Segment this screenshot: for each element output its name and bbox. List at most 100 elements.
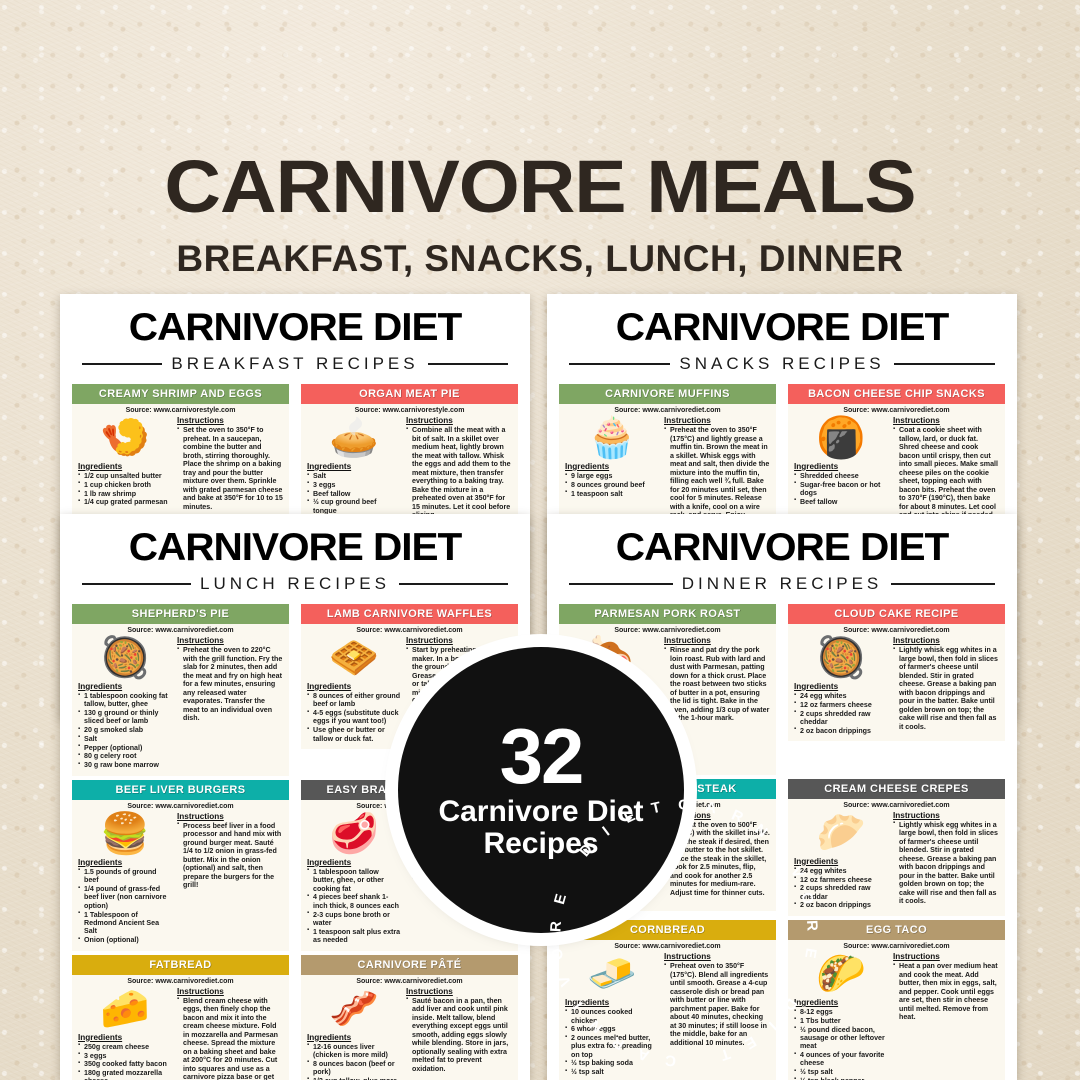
instructions-column: InstructionsCombine all the meat with a … — [406, 415, 512, 541]
recipe-card[interactable]: BACON CHEESE CHIP SNACKS Source: www.carn… — [788, 384, 1005, 534]
ingredients-label: Ingredients — [78, 857, 123, 867]
recipe-card[interactable]: FATBREAD Source: www.carnivorediet.com 🧀 In… — [72, 954, 289, 1080]
recipe-source: Source: www.carnivorediet.com — [843, 943, 950, 951]
recipe-columns: 🥘 Ingredients1 tablespoon cooking fat tal… — [78, 635, 283, 770]
ingredients-label: Ingredients — [307, 857, 352, 867]
badge-line-1: Carnivore Diet — [438, 795, 644, 829]
recipe-columns: 🍤 Ingredients1/2 cup unsalted butter1 cup… — [78, 415, 283, 511]
ingredients-label: Ingredients — [565, 462, 610, 471]
divider-left — [569, 363, 671, 365]
ingredients-list: 1/2 cup unsalted butter1 cup chicken bro… — [78, 471, 172, 507]
ingredient-item: ½ tsp baking soda — [565, 1059, 659, 1068]
recipe-card[interactable]: CARNIVORE PÂTÉ Source: www.carnivorediet.… — [301, 954, 518, 1080]
ingredient-item: 8-12 eggs — [794, 1008, 888, 1017]
recipe-title: EGG TACO — [788, 920, 1005, 941]
recipe-source: Source: www.carnivorestyle.com — [125, 407, 236, 414]
ingredient-item: 2-3 cups bone broth or water — [307, 910, 401, 928]
recipe-columns: 🥓Ingredients12-16 ounces liver (chicken … — [307, 986, 512, 1080]
sheet-header: CARNIVORE DIET BREAKFAST RECIPES — [60, 294, 530, 374]
ingredient-item: 1 tablespoon cooking fat tallow, butter,… — [78, 692, 172, 709]
ingredient-item: 6 whole eggs — [565, 1025, 659, 1034]
recipe-title: CREAM CHEESE CREPES — [788, 778, 1005, 799]
ingredient-item: 12 oz farmers cheese — [794, 875, 888, 884]
recipe-source: Source: www.carnivorestyle.com — [354, 407, 465, 414]
food-illustration-shepherd-s-pie-icon: 🥘 — [100, 636, 150, 680]
sheet-subtitle-row: DINNER RECIPES — [569, 574, 995, 594]
instructions-text: Lightly whisk egg whites in a large bowl… — [893, 820, 999, 906]
sheet-header: CARNIVORE DIET LUNCH RECIPES — [60, 514, 530, 594]
ingredients-column: 🥩Ingredients1 tablespoon tallow butter, … — [307, 811, 401, 945]
food-illustration-fatbread-icon: 🧀 — [100, 986, 150, 1031]
ingredients-label: Ingredients — [78, 682, 123, 691]
ingredient-item: 8 ounces of either ground beef or lamb — [307, 692, 401, 709]
sheet-title: CARNIVORE DIET — [615, 526, 950, 569]
recipe-body: Source: www.carnivorediet.com 🍘 Ingredient… — [788, 404, 1005, 526]
ingredient-item: 2 oz bacon drippings — [794, 726, 888, 735]
ingredients-list: 1 tablespoon cooking fat tallow, butter,… — [78, 692, 172, 770]
badge-ring-char: R — [547, 919, 565, 933]
recipe-card[interactable]: CORNBREAD Source: www.carnivorediet.com 🧈 I… — [559, 920, 776, 1080]
ingredient-item: 10 ounces cooked chicken — [565, 1008, 659, 1025]
instructions-column: InstructionsLightly whisk egg whites in … — [893, 810, 999, 910]
recipe-source: Source: www.carnivorediet.com — [843, 627, 950, 634]
instructions-text: Rinse and pat dry the pork loin roast. R… — [664, 646, 770, 723]
ingredient-item: 3 eggs — [78, 1051, 172, 1060]
sheet-lunch[interactable]: CARNIVORE DIET LUNCH RECIPES SHEPHERD'S PI… — [60, 514, 530, 1080]
ingredient-item: Salt — [307, 471, 401, 480]
food-illustration-organ-meat-pie-icon: 🥧 — [329, 416, 379, 460]
ingredient-item: Use ghee or butter or tallow or duck fat… — [307, 726, 401, 743]
ingredients-column: 🍘 IngredientsShredded cheeseSugar-free ba… — [794, 415, 888, 520]
recipe-card[interactable]: BEEF LIVER BURGERS Source: www.carnivored… — [72, 779, 289, 951]
ingredient-item: 130 g ground or thinly sliced beef or la… — [78, 709, 172, 726]
ingredient-item: 1 Tbs butter — [794, 1016, 888, 1025]
ingredient-item: ½ tsp salt — [794, 1068, 888, 1077]
instructions-label: Instructions — [664, 636, 711, 645]
ingredients-column: 🥟Ingredients24 egg whites12 oz farmers c… — [794, 810, 888, 910]
ingredient-item: 2 cups shredded raw cheddar — [794, 884, 888, 901]
ingredient-item: 30 g raw bone marrow — [78, 761, 172, 770]
ingredient-item: 4-5 eggs (substitute duck eggs if you wa… — [307, 709, 401, 726]
recipe-source: Source: www.carnivorediet.com — [356, 627, 463, 634]
badge-ring-char: R — [803, 919, 821, 933]
instructions-text: Preheat the oven to 220°C with the grill… — [177, 646, 283, 723]
ingredient-item: 350g cooked fatty bacon — [78, 1060, 172, 1069]
divider-right — [427, 363, 509, 365]
instructions-column: InstructionsHeat a pan over medium heat … — [893, 951, 999, 1080]
instructions-column: InstructionsProcess beef liver in a food… — [177, 811, 283, 945]
recipe-columns: 🍘 IngredientsShredded cheeseSugar-free ba… — [794, 415, 999, 520]
ingredients-column: 🧀Ingredients250g cream cheese3 eggs350g … — [78, 986, 172, 1080]
divider-left — [569, 583, 673, 585]
food-illustration-bacon-cheese-chip-snacks-icon: 🍘 — [816, 416, 866, 460]
divider-right — [893, 363, 996, 365]
sheet-subtitle: LUNCH RECIPES — [200, 574, 390, 593]
recipe-card[interactable]: CREAMY SHRIMP AND EGGS Source: www.carniv… — [72, 384, 289, 547]
recipe-columns: 🍔Ingredients1.5 pounds of ground beef1/4… — [78, 811, 283, 945]
recipe-source: Source: www.carnivorediet.com — [843, 801, 950, 809]
food-illustration-carnivore-p-t-icon: 🥓 — [329, 986, 379, 1031]
badge-ring-char: I — [599, 822, 614, 840]
ingredients-column: 🧁 Ingredients9 large eggs8 ounces ground … — [565, 415, 659, 528]
ingredients-label: Ingredients — [794, 682, 839, 691]
ingredient-item: 1.5 pounds of ground beef — [78, 867, 172, 885]
ingredients-list: 24 egg whites12 oz farmers cheese2 cups … — [794, 691, 888, 735]
ingredients-list: 10 ounces cooked chicken6 whole eggs2 ou… — [565, 1008, 659, 1077]
recipe-card[interactable]: CREAM CHEESE CREPES Source: www.carnivore… — [788, 778, 1005, 917]
badge-ring-char: T — [649, 798, 664, 818]
recipe-card[interactable]: EGG TACO Source: www.carnivorediet.com 🌮 In… — [788, 920, 1005, 1080]
recipe-source: Source: www.carnivorediet.com — [614, 943, 721, 951]
ingredient-item: 2 oz bacon drippings — [794, 901, 888, 910]
sheet-subtitle-row: LUNCH RECIPES — [82, 574, 509, 594]
recipe-source: Source: www.carnivorediet.com — [127, 977, 234, 985]
ingredient-item: 4 ounces of your favorite cheese — [794, 1051, 888, 1068]
sheet-header: CARNIVORE DIET SNACKS RECIPES — [547, 294, 1017, 374]
ingredient-item: 9 large eggs — [565, 471, 659, 480]
instructions-label: Instructions — [664, 810, 711, 820]
recipe-columns: 🥘 Ingredients24 egg whites12 oz farmers c… — [794, 635, 999, 735]
recipe-card[interactable]: CLOUD CAKE RECIPE Source: www.carnivoredi… — [788, 604, 1005, 775]
food-illustration-egg-taco-icon: 🌮 — [816, 952, 866, 997]
recipe-source: Source: www.carnivorediet.com — [614, 407, 721, 414]
recipe-card[interactable]: CARNIVORE MUFFINS Source: www.carnivoredi… — [559, 384, 776, 534]
instructions-label: Instructions — [177, 416, 224, 425]
recipe-card[interactable]: SHEPHERD'S PIE Source: www.carnivorediet.… — [72, 604, 289, 776]
ingredient-item: ½ tsp salt — [565, 1068, 659, 1077]
